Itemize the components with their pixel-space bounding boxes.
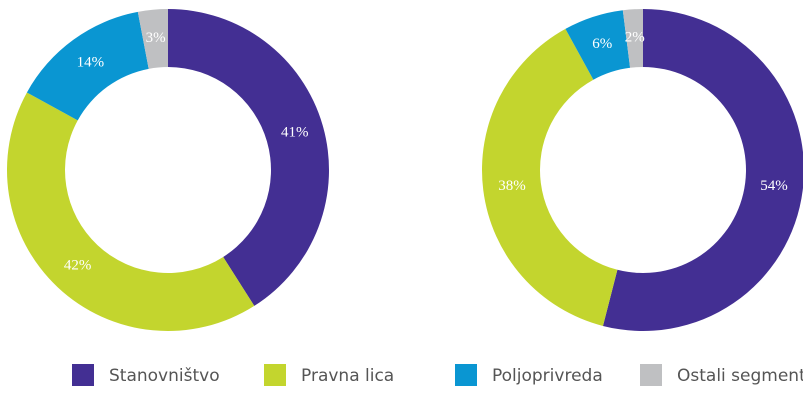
legend-label: Stanovništvo	[109, 366, 220, 386]
data-label: 42%	[64, 258, 92, 274]
legend-label: Pravna lica	[301, 366, 394, 386]
legend-swatch	[264, 364, 286, 386]
donut-segment	[565, 10, 631, 80]
donut-segment	[137, 9, 168, 69]
data-label: 2%	[625, 30, 645, 46]
legend-label: Ostali segmenti	[677, 366, 803, 386]
legend-swatch	[640, 364, 662, 386]
data-label: 14%	[77, 55, 105, 71]
legend-swatch	[455, 364, 477, 386]
legend-swatch	[72, 364, 94, 386]
donut-segment	[481, 28, 618, 326]
donut-segment	[602, 9, 803, 331]
data-label: 6%	[592, 36, 612, 52]
donut-segment	[7, 92, 255, 332]
legend-label: Poljoprivreda	[492, 366, 603, 386]
donut-segment	[622, 9, 643, 68]
data-label: 38%	[498, 178, 526, 194]
donut-segment	[26, 11, 149, 121]
data-label: 41%	[281, 125, 309, 141]
donut-segment	[168, 9, 330, 306]
data-label: 54%	[760, 178, 788, 194]
data-label: 3%	[146, 30, 166, 46]
